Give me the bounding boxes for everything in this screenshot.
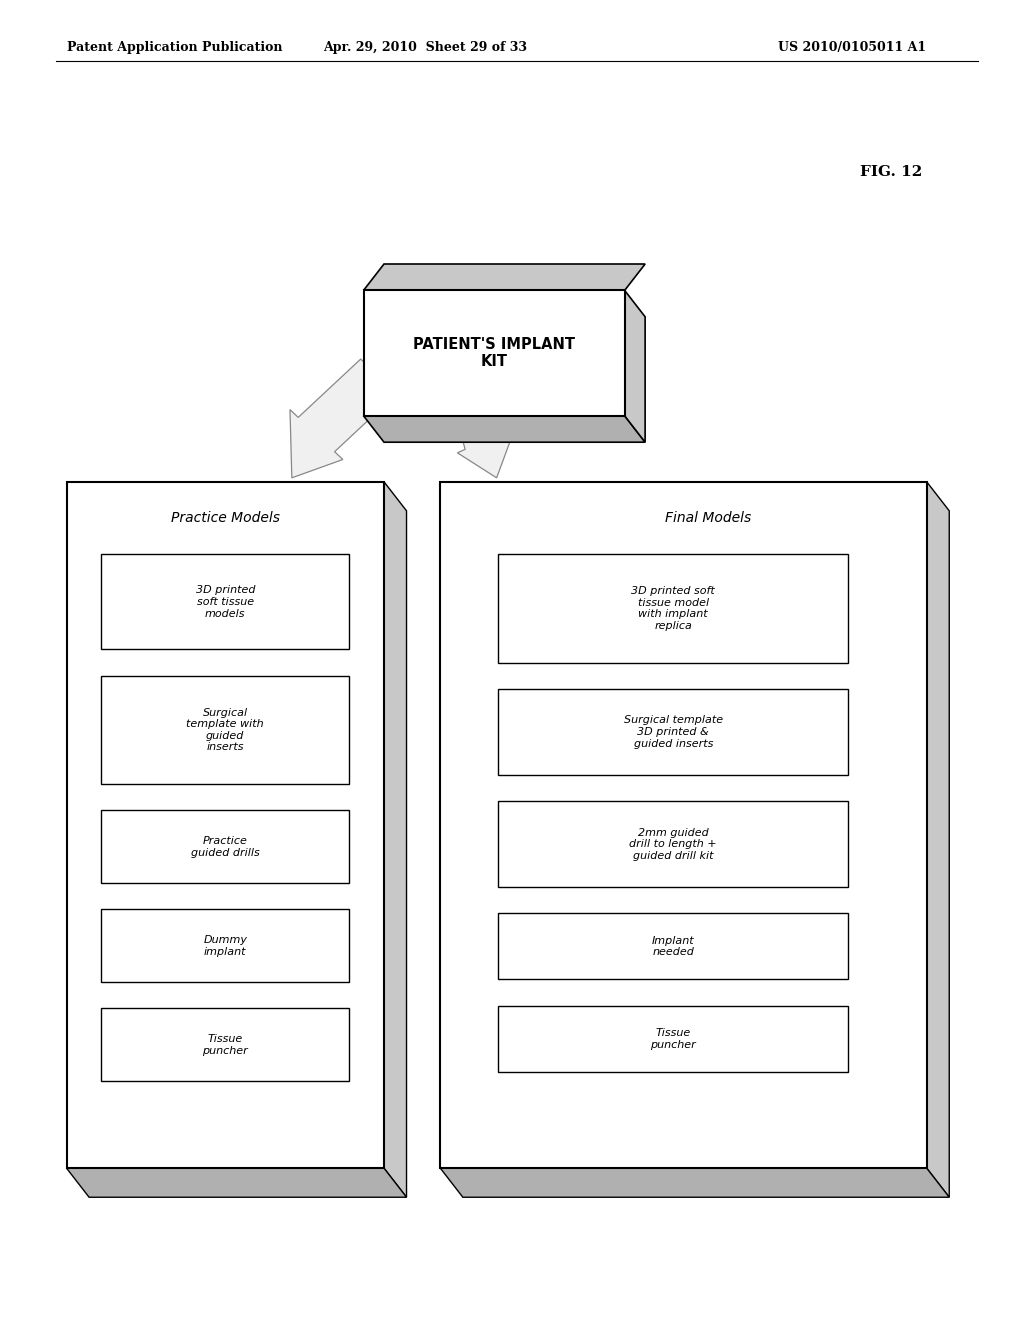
Polygon shape	[101, 554, 349, 649]
Polygon shape	[101, 1008, 349, 1081]
Polygon shape	[364, 416, 645, 442]
Text: Tissue
puncher: Tissue puncher	[203, 1034, 248, 1056]
Polygon shape	[67, 482, 384, 1168]
Text: 3D printed
soft tissue
models: 3D printed soft tissue models	[196, 585, 255, 619]
Text: Dummy
implant: Dummy implant	[204, 935, 247, 957]
Polygon shape	[101, 676, 349, 784]
Text: Surgical template
3D printed &
guided inserts: Surgical template 3D printed & guided in…	[624, 715, 723, 748]
Text: Implant
needed: Implant needed	[652, 936, 694, 957]
Polygon shape	[67, 1168, 407, 1197]
Polygon shape	[101, 810, 349, 883]
Polygon shape	[440, 1168, 949, 1197]
Polygon shape	[927, 482, 949, 1197]
Polygon shape	[384, 482, 407, 1197]
Text: US 2010/0105011 A1: US 2010/0105011 A1	[778, 41, 927, 54]
Polygon shape	[364, 290, 625, 416]
Polygon shape	[625, 290, 645, 442]
Polygon shape	[498, 554, 848, 663]
Polygon shape	[498, 913, 848, 979]
Text: Practice Models: Practice Models	[171, 511, 280, 525]
Polygon shape	[450, 374, 515, 478]
Polygon shape	[498, 689, 848, 775]
Text: PATIENT'S IMPLANT
KIT: PATIENT'S IMPLANT KIT	[413, 337, 575, 370]
Text: Surgical
template with
guided
inserts: Surgical template with guided inserts	[186, 708, 264, 752]
Text: Patent Application Publication: Patent Application Publication	[67, 41, 282, 54]
Polygon shape	[364, 264, 645, 290]
Text: Final Models: Final Models	[665, 511, 751, 525]
Polygon shape	[101, 909, 349, 982]
Polygon shape	[290, 359, 397, 478]
Polygon shape	[440, 482, 927, 1168]
Text: Tissue
puncher: Tissue puncher	[650, 1028, 696, 1049]
Polygon shape	[498, 801, 848, 887]
Text: Practice
guided drills: Practice guided drills	[190, 836, 260, 858]
Text: Apr. 29, 2010  Sheet 29 of 33: Apr. 29, 2010 Sheet 29 of 33	[323, 41, 527, 54]
Text: 2mm guided
drill to length +
guided drill kit: 2mm guided drill to length + guided dril…	[630, 828, 717, 861]
Text: FIG. 12: FIG. 12	[860, 165, 923, 178]
Text: 3D printed soft
tissue model
with implant
replica: 3D printed soft tissue model with implan…	[632, 586, 715, 631]
Polygon shape	[498, 1006, 848, 1072]
